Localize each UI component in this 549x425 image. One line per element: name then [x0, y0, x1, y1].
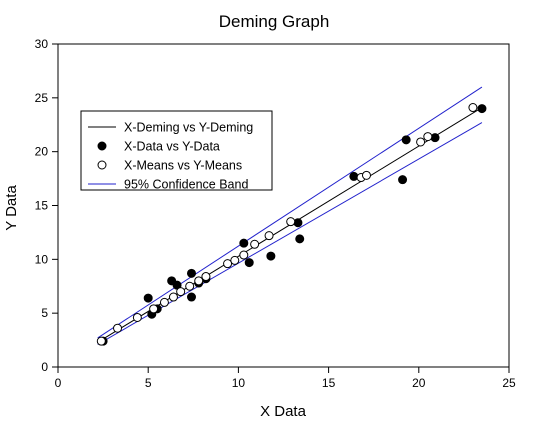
data-point	[239, 238, 249, 248]
means-point	[416, 137, 426, 147]
chart-legend: X-Deming vs Y-Deming X-Data vs Y-Data X-Me…	[80, 110, 273, 192]
means-point	[468, 103, 478, 113]
y-tick-label: 30	[35, 37, 49, 51]
x-tick-label: 25	[502, 376, 516, 390]
means-point	[132, 312, 142, 322]
means-point	[264, 231, 274, 241]
data-point	[266, 251, 276, 261]
data-point	[143, 293, 153, 303]
y-tick-label: 20	[35, 145, 49, 159]
means-point	[176, 287, 186, 297]
data-point	[477, 104, 487, 114]
legend-swatch-open-marker	[97, 160, 107, 170]
means-point	[230, 255, 240, 265]
confidence-band-lower	[97, 122, 483, 345]
y-tick-label: 0	[41, 360, 48, 374]
means-point	[159, 297, 169, 307]
legend-label: 95% Confidence Band	[124, 178, 248, 192]
data-point	[430, 133, 440, 143]
y-tick-label: 5	[41, 306, 48, 320]
legend-swatch-filled-marker	[97, 141, 107, 151]
x-tick-label: 15	[322, 376, 336, 390]
means-point	[423, 132, 433, 142]
x-axis-title: X Data	[260, 403, 307, 420]
confidence-band-layer	[97, 86, 483, 345]
legend-box	[80, 110, 273, 191]
data-point	[244, 258, 254, 268]
legend-label: X-Means vs Y-Means	[124, 159, 242, 173]
x-tick-label: 10	[232, 376, 246, 390]
x-tick-label: 0	[55, 376, 62, 390]
axes-layer: 0 5 10 15 20 25 0 5 10 15 20 25 30	[35, 37, 516, 390]
means-point	[361, 170, 371, 180]
means-point	[201, 272, 211, 282]
y-tick-label: 25	[35, 91, 49, 105]
data-point	[186, 268, 196, 278]
means-point	[149, 304, 159, 314]
means-point	[185, 281, 195, 291]
means-point	[113, 323, 123, 333]
data-point	[295, 234, 305, 244]
means-point	[239, 250, 249, 260]
legend-label: X-Deming vs Y-Deming	[124, 121, 253, 135]
data-point	[398, 175, 408, 185]
data-point	[186, 292, 196, 302]
legend-label: X-Data vs Y-Data	[124, 140, 220, 154]
plot-frame	[57, 43, 510, 368]
x-tick-label: 5	[145, 376, 152, 390]
means-point	[168, 292, 178, 302]
means-points-layer	[96, 103, 478, 346]
chart-title: Deming Graph	[219, 12, 330, 31]
y-axis-title: Y Data	[3, 185, 20, 231]
means-point	[223, 259, 233, 269]
means-point	[96, 336, 106, 346]
x-tick-label: 20	[412, 376, 426, 390]
means-point	[286, 217, 296, 227]
y-tick-label: 15	[35, 199, 49, 213]
means-point	[194, 276, 204, 286]
data-point	[401, 135, 411, 145]
data-point	[349, 171, 359, 181]
y-tick-label: 10	[35, 252, 49, 266]
means-point	[250, 239, 260, 249]
data-point	[293, 218, 303, 228]
confidence-band-upper	[97, 86, 483, 339]
